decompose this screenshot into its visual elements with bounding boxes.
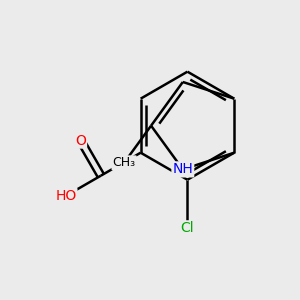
Text: Cl: Cl [181, 221, 194, 235]
Text: NH: NH [172, 162, 193, 176]
Text: CH₃: CH₃ [112, 156, 136, 169]
Text: O: O [75, 134, 86, 148]
Text: HO: HO [55, 189, 76, 203]
